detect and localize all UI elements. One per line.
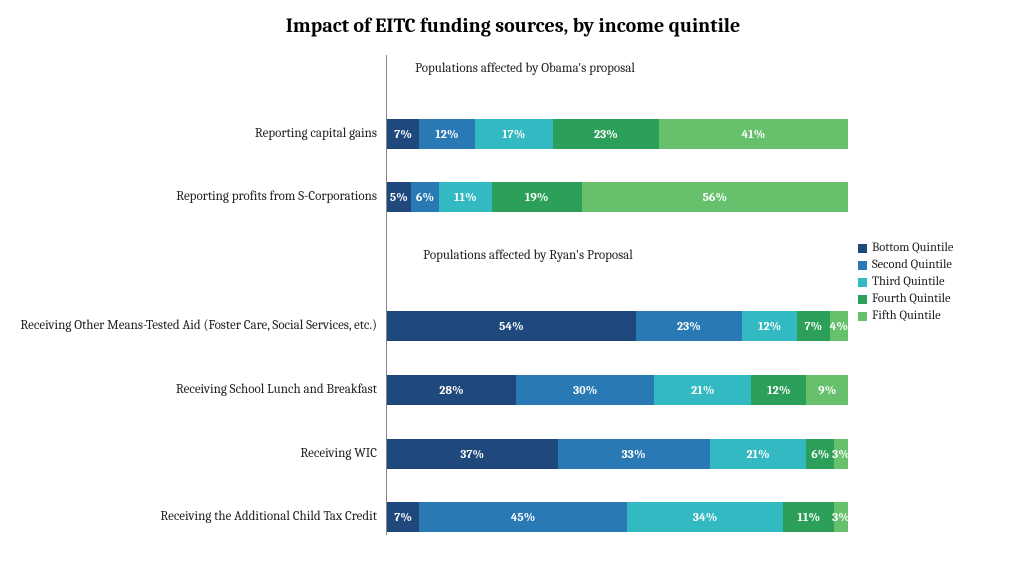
legend-item: Fifth Quintile [858,309,1018,323]
legend-label: Fifth Quintile [872,309,941,323]
row-label: Receiving School Lunch and Breakfast [0,383,383,398]
row-label: Receiving WIC [0,447,383,462]
row-label: Reporting capital gains [0,127,383,142]
legend-item: Second Quintile [858,258,1018,272]
bar-stack: 5%6%11%19%56% [387,182,848,212]
chart-row: Receiving the Additional Child Tax Credi… [0,499,855,535]
bar-segment-third: 21% [654,375,751,405]
legend-label: Bottom Quintile [872,241,953,255]
bar-segment-fifth: 3% [834,439,848,469]
bar-segment-fifth: 41% [659,119,848,149]
legend-swatch [858,261,867,270]
bar-stack: 54%23%12%7%4% [387,311,848,341]
bar-stack: 28%30%21%12%9% [387,375,848,405]
row-label: Receiving the Additional Child Tax Credi… [0,510,383,525]
chart-row: Receiving School Lunch and Breakfast 28%3… [0,372,855,408]
bar-segment-bottom: 5% [387,182,411,212]
legend-swatch [858,244,867,253]
bar-segment-fourth: 7% [797,311,829,341]
chart-row: Reporting capital gains 7%12%17%23%41% [0,116,855,152]
bar-segment-bottom: 37% [387,439,558,469]
row-label: Reporting profits from S-Corporations [0,190,383,205]
bar-stack: 7%12%17%23%41% [387,119,848,149]
section-header: Populations affected by Ryan's Proposal [398,248,658,264]
chart-title: Impact of EITC funding sources, by incom… [0,0,1026,45]
bar-segment-second: 23% [636,311,742,341]
bar-stack: 37%33%21%6%3% [387,439,848,469]
legend-label: Second Quintile [872,258,952,272]
section-header: Populations affected by Obama's proposal [395,61,655,77]
legend-item: Fourth Quintile [858,292,1018,306]
bar-segment-fifth: 56% [582,182,848,212]
chart-row: Receiving WIC 37%33%21%6%3% [0,436,855,472]
bar-segment-second: 6% [411,182,440,212]
bar-segment-third: 11% [439,182,491,212]
row-label: Receiving Other Means-Tested Aid (Foster… [0,319,383,334]
legend-item: Bottom Quintile [858,241,1018,255]
bar-segment-third: 34% [627,502,784,532]
legend: Bottom Quintile Second Quintile Third Quin… [858,238,1018,326]
bar-segment-third: 12% [742,311,797,341]
bar-segment-third: 21% [710,439,807,469]
bar-segment-fourth: 19% [492,182,582,212]
legend-swatch [858,312,867,321]
bar-segment-fourth: 6% [806,439,834,469]
legend-label: Third Quintile [872,275,945,289]
bar-segment-fourth: 12% [751,375,806,405]
bar-segment-second: 33% [558,439,710,469]
bar-segment-fifth: 4% [830,311,848,341]
bar-segment-bottom: 54% [387,311,636,341]
bar-segment-second: 45% [419,502,626,532]
bar-segment-fifth: 3% [834,502,848,532]
legend-item: Third Quintile [858,275,1018,289]
bar-segment-bottom: 28% [387,375,516,405]
bar-segment-third: 17% [475,119,553,149]
bar-segment-fourth: 11% [783,502,834,532]
chart-row: Reporting profits from S-Corporations 5%6… [0,179,855,215]
bar-segment-second: 30% [516,375,654,405]
legend-label: Fourth Quintile [872,292,951,306]
legend-swatch [858,278,867,287]
bar-stack: 7%45%34%11%3% [387,502,848,532]
chart-row: Receiving Other Means-Tested Aid (Foster… [0,308,855,344]
bar-segment-fifth: 9% [806,375,847,405]
legend-swatch [858,295,867,304]
bar-segment-second: 12% [419,119,474,149]
bar-segment-bottom: 7% [387,502,419,532]
chart-plot-area: Populations affected by Obama's proposal… [0,55,855,555]
bar-segment-fourth: 23% [553,119,659,149]
bar-segment-bottom: 7% [387,119,419,149]
